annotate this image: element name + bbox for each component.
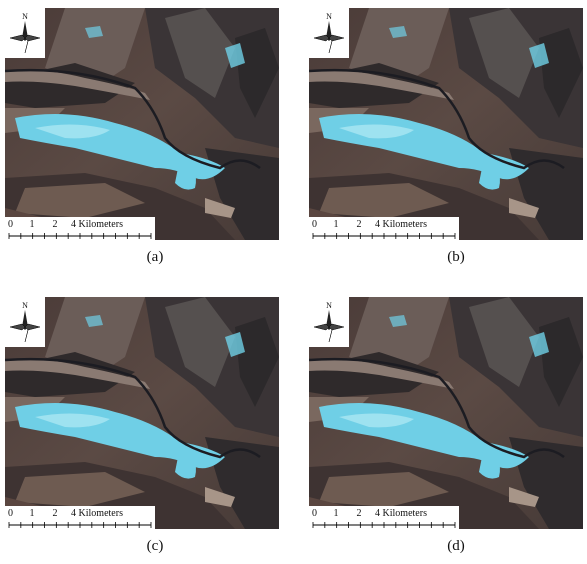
satellite-image bbox=[309, 297, 583, 529]
map-panel: N 0 1 2 4 Kilometers bbox=[309, 8, 583, 240]
map-panel: N 0 1 2 4 Kilometers bbox=[5, 8, 279, 240]
panel-caption: (d) bbox=[447, 538, 465, 554]
scale-label: 0 bbox=[312, 219, 317, 230]
scale-label: 2 bbox=[53, 219, 58, 230]
panel-caption: (a) bbox=[147, 249, 164, 265]
scale-label: 2 bbox=[53, 508, 58, 519]
north-label: N bbox=[326, 301, 332, 310]
panel-caption: (b) bbox=[447, 249, 465, 265]
scale-label: 2 bbox=[357, 219, 362, 230]
scale-label: 2 bbox=[357, 508, 362, 519]
figure: N 0 1 2 4 Kilometers (a) N 0 1 2 4 Kilometers (b) N 0… bbox=[0, 0, 587, 559]
satellite-image bbox=[309, 8, 583, 240]
scale-label: 1 bbox=[30, 508, 35, 519]
north-label: N bbox=[22, 301, 28, 310]
satellite-image bbox=[5, 8, 279, 240]
scale-label: 1 bbox=[30, 219, 35, 230]
scale-label: 0 bbox=[8, 219, 13, 230]
satellite-image bbox=[5, 297, 279, 529]
scale-label: 4 Kilometers bbox=[375, 508, 427, 519]
scale-label: 1 bbox=[334, 219, 339, 230]
map-panel: N 0 1 2 4 Kilometers bbox=[5, 297, 279, 529]
scale-label: 4 Kilometers bbox=[375, 219, 427, 230]
scale-label: 4 Kilometers bbox=[71, 219, 123, 230]
north-label: N bbox=[326, 12, 332, 21]
scale-label: 1 bbox=[334, 508, 339, 519]
scale-label: 0 bbox=[8, 508, 13, 519]
scale-label: 0 bbox=[312, 508, 317, 519]
page: {"panels": [ {"caption": "(a)", "north":… bbox=[0, 0, 587, 564]
north-label: N bbox=[22, 12, 28, 21]
map-panel: N 0 1 2 4 Kilometers bbox=[309, 297, 583, 529]
panel-caption: (c) bbox=[147, 538, 164, 554]
scale-label: 4 Kilometers bbox=[71, 508, 123, 519]
